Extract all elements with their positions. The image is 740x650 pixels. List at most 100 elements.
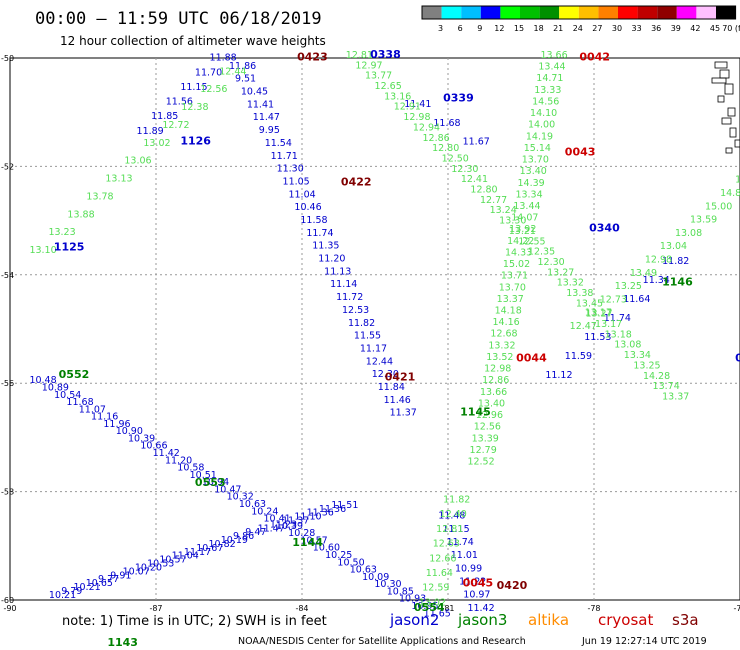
colorbar-label: 21	[553, 24, 563, 33]
swh-value: 12.81	[436, 524, 463, 535]
swh-value: 11.89	[137, 126, 164, 137]
swh-value: 10.39	[128, 433, 155, 444]
swh-value: 10.20	[135, 562, 162, 573]
swh-value: 11.53	[584, 332, 611, 343]
swh-value: 13.66	[540, 50, 567, 61]
colorbar-swatch	[422, 6, 442, 19]
swh-value: 11.96	[103, 419, 130, 430]
pass-time-label: 0422	[341, 175, 372, 188]
satellite-legend: jason2 jason3 altika cryosat s3a	[389, 611, 699, 629]
swh-value: 11.15	[442, 524, 469, 535]
swh-value: 12.38	[181, 102, 208, 113]
swh-value: 9.91	[110, 570, 131, 581]
coastline-segment	[714, 61, 728, 69]
pass-time-label: 0554	[414, 601, 445, 614]
swh-value: 12.91	[394, 102, 421, 113]
plot-frame	[9, 57, 740, 601]
swh-value: 14.07	[511, 213, 538, 224]
pass-time-label: 0553	[195, 476, 226, 489]
swh-value: 13.34	[515, 189, 542, 200]
colorbar-swatch	[441, 6, 462, 19]
legend-entry-s3a: s3a	[672, 611, 699, 629]
swh-value: 13.27	[585, 309, 612, 320]
pass-time-label: 0339	[443, 91, 474, 104]
swh-value: 11.17	[184, 547, 211, 558]
legend-entry-altika: altika	[528, 611, 569, 629]
swh-value: 12.98	[484, 364, 511, 375]
swh-value: 10.67	[196, 543, 223, 554]
x-tick-label: -81	[441, 604, 454, 613]
swh-value: 12.55	[518, 236, 545, 247]
swh-value: 10.82	[208, 539, 235, 550]
swh-value: 13.34	[624, 350, 651, 361]
swh-value: 10.30	[374, 579, 401, 590]
swh-value: 15.00	[705, 201, 732, 212]
swh-value: 13.10	[29, 245, 56, 256]
chart-subtitle: 12 hour collection of altimeter wave hei…	[60, 34, 326, 48]
x-tick-label: -75	[733, 604, 740, 613]
colorbar-label: 45	[710, 24, 720, 33]
swh-value: 9.86	[233, 531, 254, 542]
pass-time-label: 1143	[107, 636, 138, 649]
colorbar-label: 30	[612, 24, 622, 33]
colorbar-label: 24	[573, 24, 583, 33]
swh-value: 12.41	[461, 174, 488, 185]
swh-value: 13.32	[557, 278, 584, 289]
swh-value: 11.42	[153, 448, 180, 459]
colorbar-swatch	[480, 6, 501, 19]
swh-value: 10.24	[251, 506, 278, 517]
swh-value: 13.40	[478, 398, 505, 409]
y-tick-label: -60	[1, 596, 14, 605]
swh-value: 10.93	[399, 594, 426, 605]
swh-value: 11.37	[282, 516, 309, 527]
swh-value: 10.09	[362, 572, 389, 583]
swh-value: 10.57	[159, 555, 186, 566]
swh-value: 11.70	[195, 67, 222, 78]
swh-value: 13.44	[538, 62, 565, 73]
swh-value: 13.70	[499, 282, 526, 293]
swh-value: 13.21	[509, 226, 536, 237]
swh-value: 12.86	[482, 375, 509, 386]
pass-time-label: 1125	[54, 240, 85, 253]
swh-value: 11.36	[307, 508, 334, 519]
swh-value: 13.92	[509, 224, 536, 235]
colorbar-swatch	[578, 6, 599, 19]
pass-time-label: 1146	[662, 276, 693, 289]
swh-value: 11.04	[172, 551, 199, 562]
swh-value: 11.58	[300, 215, 327, 226]
swh-value: 13.38	[566, 288, 593, 299]
swh-value: 10.28	[288, 528, 315, 539]
swh-value: 10.47	[214, 484, 241, 495]
swh-value: 11.46	[384, 395, 411, 406]
swh-value: 12.81	[346, 50, 373, 61]
pass-time-label: 1145	[460, 406, 491, 419]
swh-value: 12.47	[570, 321, 597, 332]
x-tick-label: -78	[587, 604, 600, 613]
swh-value: 13.08	[675, 228, 702, 239]
swh-value: 12.98	[403, 112, 430, 123]
swh-value: 11.14	[330, 279, 357, 290]
pass-time-label: 03	[735, 352, 740, 365]
swh-value: 13.40	[520, 166, 547, 177]
swh-value: 13.13	[105, 174, 132, 185]
swh-value: 9.77	[98, 574, 119, 585]
y-tick-label: -56	[1, 379, 14, 388]
swh-value: 13.23	[48, 227, 75, 238]
swh-value: 11.04	[288, 189, 315, 200]
pass-time-label: 0340	[589, 221, 620, 234]
swh-value: 11.68	[66, 397, 93, 408]
swh-value: 12.30	[538, 257, 565, 268]
x-tick-label: -90	[3, 604, 16, 613]
swh-value: 9.47	[245, 527, 266, 538]
swh-value: 11.47	[258, 523, 285, 534]
swh-value: 15.14	[524, 143, 551, 154]
coastline-segment	[734, 139, 740, 148]
swh-value: 13.02	[419, 597, 446, 608]
swh-value: 12.72	[162, 120, 189, 131]
swh-value: 12.96	[476, 410, 503, 421]
swh-value: 13.27	[547, 267, 574, 278]
swh-value: 10.63	[239, 499, 266, 510]
colorbar-border	[421, 5, 737, 20]
swh-value: 11.07	[79, 404, 106, 415]
colorbar-swatch	[676, 6, 697, 19]
